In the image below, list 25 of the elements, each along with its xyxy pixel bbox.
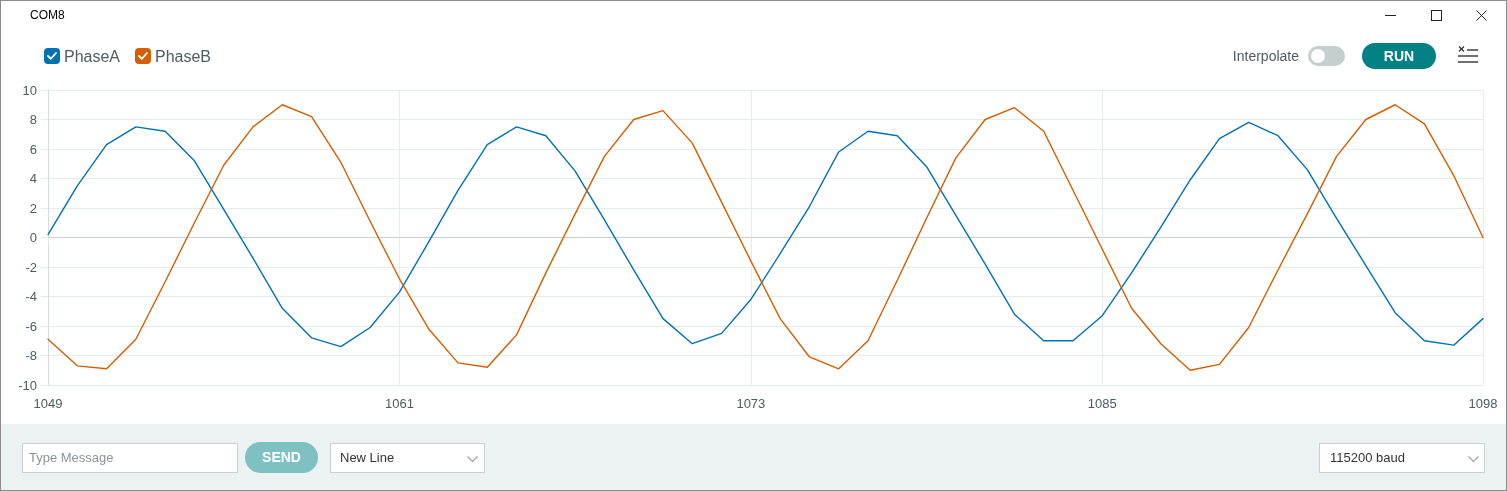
dropdown: 115200 baud [1319,443,1485,473]
legend-label: PhaseA [64,47,121,65]
button: SEND [245,442,318,473]
legend-label: PhaseB [155,47,212,65]
y-tick-label: 4 [29,171,37,186]
text-field: Type Message [22,443,238,473]
text: Interpolate [1232,48,1299,64]
x-tick-label: 1098 [1468,396,1498,411]
y-tick-label: 10 [22,82,37,98]
dropdown: New Line [330,443,485,473]
x-tick-label: 1061 [384,396,414,411]
y-tick-label: -4 [25,289,37,304]
x-tick-label: 1049 [33,396,63,411]
y-tick-label: 0 [29,230,37,245]
x-tick-label: 1073 [736,396,766,411]
button: RUN [1362,43,1436,69]
y-tick-label: -10 [18,377,37,393]
chart-title: COM8 [30,8,65,22]
y-tick-label: 2 [29,200,37,216]
x-tick-label: 1085 [1087,396,1117,411]
y-tick-label: 8 [29,112,37,127]
y-tick-label: -2 [25,259,37,275]
y-tick-label: 6 [29,141,37,157]
y-tick-label: -8 [25,348,37,363]
y-tick-label: -6 [25,318,37,334]
